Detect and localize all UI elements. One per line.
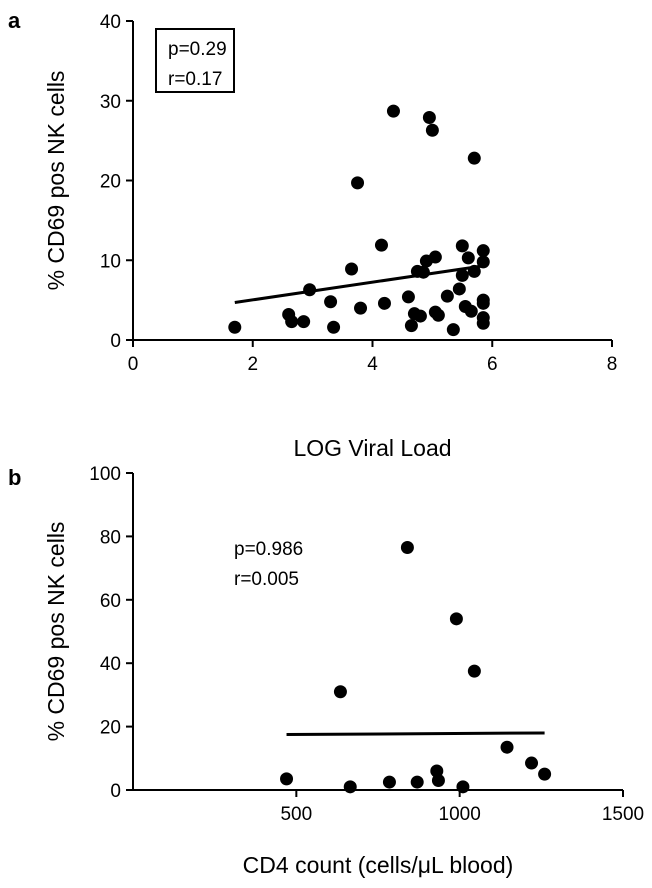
panel-a-y-tick-label: 30 (100, 92, 121, 113)
panel-a-letter: a (8, 8, 21, 33)
panel-a-data-point (303, 283, 317, 297)
panel-a-x-tick-label: 4 (367, 354, 378, 375)
panel-b-y-axis-title: % CD69 pos NK cells (43, 522, 69, 742)
panel-b-r-value: r=0.005 (234, 569, 299, 590)
panel-b-x-tick-label: 1500 (602, 804, 644, 825)
panel-a-data-point (455, 239, 469, 253)
panel-a-data-point (422, 110, 436, 124)
panel-b: b 0 20 40 60 80 100 500 1000 1500 CD4 count (cells… (8, 464, 644, 878)
panel-a-data-point (404, 319, 418, 333)
panel-b-x-tick-label: 500 (280, 804, 312, 825)
panel-a-data-point (440, 289, 454, 303)
panel-a-data-point (476, 255, 490, 269)
panel-b-x-tick-label: 1000 (439, 804, 481, 825)
panel-b-p-value: p=0.986 (234, 539, 303, 560)
panel-a-data-point (377, 296, 391, 310)
panel-b-data-point (467, 664, 481, 678)
panel-a-data-point (467, 264, 481, 278)
panel-b-data-point (525, 756, 539, 770)
panel-b-data-point (538, 767, 552, 781)
panel-b-data-point (382, 775, 396, 789)
panel-b-data-point (400, 540, 414, 554)
panel-b-y-tick-label: 60 (100, 591, 121, 612)
panel-b-y-tick-label: 20 (100, 718, 121, 739)
panel-a-data-point (452, 282, 466, 296)
panel-b-data-point (449, 612, 463, 626)
panel-a-r-value: r=0.17 (168, 69, 222, 90)
panel-a-data-point (345, 262, 359, 276)
panel-b-data-point (500, 740, 514, 754)
panel-a-data-point (401, 290, 415, 304)
panel-a-data-point (386, 104, 400, 118)
panel-a-data-point (461, 251, 475, 265)
panel-b-y-tick-label: 80 (100, 527, 121, 548)
panel-a-y-tick-label: 40 (100, 12, 121, 33)
panel-b-data-point (410, 775, 424, 789)
panel-a-data-point (374, 238, 388, 252)
panel-a-stats-box (155, 28, 235, 93)
panel-a-data-point (446, 323, 460, 337)
panel-a: a 0 10 20 30 40 0 2 4 6 8 LOG Viral Load % CD69 pos … (8, 8, 617, 461)
panel-a-data-point (228, 320, 242, 334)
panel-b-fit-line (286, 731, 545, 737)
panel-a-data-point (425, 123, 439, 137)
panel-a-x-tick-label: 6 (487, 354, 498, 375)
panel-a-data-point (467, 151, 481, 165)
panel-b-letter: b (8, 465, 21, 490)
panel-a-y-tick-label: 0 (110, 331, 121, 352)
panel-b-data-point (343, 780, 357, 794)
panel-a-data-point (416, 265, 430, 279)
panel-a-y-tick-label: 20 (100, 172, 121, 193)
panel-b-data-point (431, 773, 445, 787)
panel-a-data-point (455, 268, 469, 282)
panel-a-data-point (354, 301, 368, 315)
panel-a-data-point (464, 304, 478, 318)
panel-a-data-point (476, 296, 490, 310)
panel-a-x-tick-label: 8 (607, 354, 618, 375)
panel-a-x-tick-label: 0 (128, 354, 139, 375)
panel-a-data-point (327, 320, 341, 334)
panel-a-p-value: p=0.29 (168, 39, 227, 60)
panel-a-fit-line (234, 264, 484, 305)
panel-b-data-point (333, 685, 347, 699)
panel-a-data-point (476, 244, 490, 258)
panel-a-data-point (324, 295, 338, 309)
panel-a-data-point (297, 315, 311, 329)
panel-a-y-axis-title: % CD69 pos NK cells (43, 71, 69, 291)
panel-a-x-tick-label: 2 (247, 354, 258, 375)
panel-a-data-point (285, 315, 299, 329)
panel-b-data-point (456, 780, 470, 794)
panel-b-y-tick-label: 0 (110, 781, 121, 802)
panel-a-y-tick-label: 10 (100, 251, 121, 272)
panel-a-x-axis-title: LOG Viral Load (293, 435, 451, 461)
panel-a-data-point (413, 309, 427, 323)
panel-b-y-tick-label: 100 (89, 464, 121, 485)
panel-b-data-point (280, 772, 294, 786)
panel-a-data-point (428, 250, 442, 264)
panel-a-data-point (351, 176, 365, 190)
panel-b-x-axis-title: CD4 count (cells/μL blood) (243, 852, 514, 878)
panel-a-data-point (431, 308, 445, 322)
panel-b-y-tick-label: 40 (100, 654, 121, 675)
panel-a-data-point (476, 316, 490, 330)
